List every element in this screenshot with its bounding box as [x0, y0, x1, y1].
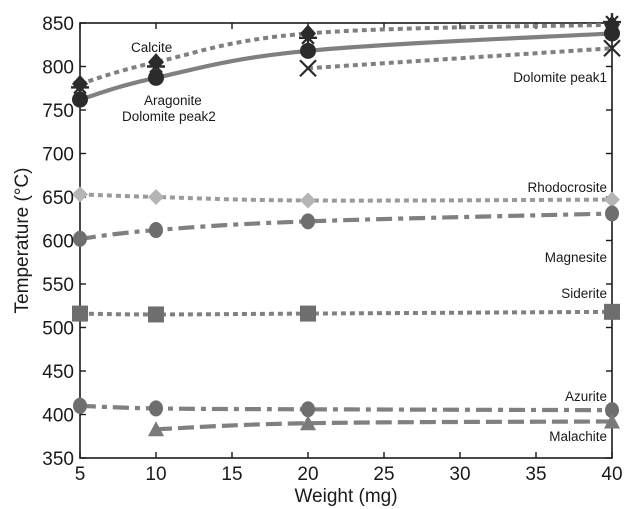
y-axis-title: Temperature (°C) [12, 168, 33, 314]
data-point-malachite [604, 413, 620, 429]
y-tick-label: 450 [42, 362, 74, 383]
series-label-calcite: Calcite [131, 40, 172, 55]
series-line-aragonite [79, 31, 613, 102]
y-tick-label: 350 [42, 449, 74, 470]
y-tick-label: 750 [42, 101, 74, 122]
y-tick-label: 650 [42, 188, 74, 209]
data-point-aragonite [72, 91, 88, 108]
data-point-dolomite-peak2-stroke [73, 80, 87, 95]
data-point-dolomite-peak2 [603, 13, 621, 32]
data-point-siderite [72, 305, 88, 322]
data-point-rhodocrosite [148, 189, 164, 205]
series-label-siderite: Siderite [561, 286, 607, 301]
x-tick-label: 10 [145, 464, 166, 485]
x-axis-title: Weight (mg) [294, 486, 397, 507]
y-tick-label: 400 [42, 406, 74, 427]
series-line-calcite [79, 22, 613, 86]
x-tick-label: 35 [525, 464, 546, 485]
data-point-siderite [148, 306, 164, 323]
data-point-dolomite-peak2 [147, 57, 165, 76]
data-point-dolomite-peak1-stroke [603, 39, 621, 58]
data-point-aragonite [300, 42, 316, 59]
y-tick-label: 850 [42, 14, 74, 35]
data-point-malachite [300, 415, 316, 431]
series-label-rhodocrosite: Rhodocrosite [527, 180, 607, 195]
y-tick-label: 550 [42, 275, 74, 296]
y-tick-label: 600 [42, 232, 74, 253]
data-point-dolomite-peak2-stroke [605, 15, 619, 29]
data-point-dolomite-peak1-stroke [299, 59, 317, 78]
data-point-magnesite [301, 213, 315, 230]
x-tick-label: 15 [221, 464, 242, 485]
data-point-dolomite-peak1 [299, 59, 317, 78]
tick-labels: 5 10 15 20 25 30 35 40 350 400 450 500 550 600 650 700 7… [42, 14, 622, 485]
series-label-malachite: Malachite [549, 429, 607, 444]
series-line-azurite [79, 403, 613, 413]
axes [79, 22, 613, 459]
x-tick-label: 25 [373, 464, 394, 485]
y-tick-label: 500 [42, 319, 74, 340]
data-point-dolomite-peak2 [71, 78, 89, 97]
x-tick-label: 40 [601, 464, 622, 485]
plot-frame [79, 22, 613, 459]
data-point-azurite [301, 401, 315, 418]
data-point-azurite [149, 400, 163, 417]
data-point-siderite [604, 303, 620, 320]
series-label-dolomite-peak2: Dolomite peak2 [122, 109, 216, 124]
y-tick-label: 800 [42, 58, 74, 79]
data-point-azurite [605, 402, 619, 419]
y-tick-label: 700 [42, 145, 74, 166]
series-label-dolomite-peak1: Dolomite peak1 [513, 70, 607, 85]
data-point-dolomite-peak2-stroke [301, 31, 315, 45]
data-point-siderite [300, 305, 316, 322]
data-point-magnesite [605, 205, 619, 222]
x-tick-label: 20 [297, 464, 318, 485]
series-line-siderite [79, 309, 613, 317]
data-point-rhodocrosite [604, 191, 620, 208]
series-label-azurite: Azurite [565, 389, 607, 404]
data-point-aragonite [148, 69, 164, 86]
data-point-magnesite [73, 230, 87, 247]
data-point-magnesite [149, 222, 163, 239]
x-tick-label: 30 [449, 464, 470, 485]
series-line-magnesite [79, 211, 613, 241]
data-point-dolomite-peak1 [603, 39, 621, 58]
series-label-magnesite: Magnesite [545, 250, 607, 265]
series-line-malachite [155, 419, 613, 432]
x-tick-label: 5 [75, 464, 86, 485]
series-label-aragonite: Aragonite [144, 93, 202, 108]
data-point-aragonite [604, 25, 620, 42]
data-point-azurite [73, 397, 87, 414]
data-point-dolomite-peak2 [299, 28, 317, 47]
series-line-dolomite-peak1 [307, 46, 613, 71]
data-point-rhodocrosite [300, 192, 316, 209]
data-point-dolomite-peak2-stroke [149, 59, 163, 74]
data-point-malachite [148, 421, 164, 437]
data-point-rhodocrosite [72, 186, 88, 203]
series-markers [71, 13, 621, 437]
series-lines [79, 22, 613, 432]
series-line-rhodocrosite [79, 192, 613, 203]
